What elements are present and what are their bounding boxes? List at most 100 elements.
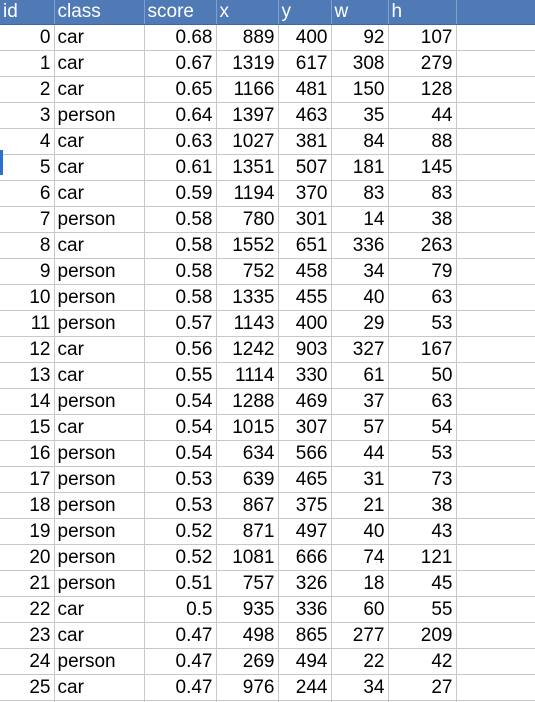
cell-x[interactable]: 1814 <box>216 700 279 702</box>
cell-id[interactable]: 3 <box>0 102 55 129</box>
cell-x[interactable]: 1194 <box>216 180 279 207</box>
cell-h[interactable]: 209 <box>388 622 457 649</box>
cell-empty[interactable] <box>456 466 535 493</box>
cell-id[interactable]: 25 <box>0 674 55 701</box>
cell-score[interactable]: 0.53 <box>144 466 217 493</box>
cell-class[interactable]: person <box>54 570 145 597</box>
cell-w[interactable]: 37 <box>331 388 389 415</box>
cell-h[interactable]: 167 <box>388 336 457 363</box>
cell-class[interactable]: car <box>54 24 145 51</box>
cell-id[interactable]: 22 <box>0 596 55 623</box>
table-row[interactable]: 9 person 0.58 752 458 34 79 <box>0 258 535 285</box>
header-empty[interactable] <box>456 0 535 25</box>
cell-h[interactable]: 73 <box>388 466 457 493</box>
cell-y[interactable]: 370 <box>278 180 332 207</box>
cell-empty[interactable] <box>456 596 535 623</box>
cell-h[interactable]: 50 <box>388 362 457 389</box>
cell-y[interactable]: 494 <box>278 648 332 675</box>
cell-score[interactable]: 0.67 <box>144 50 217 77</box>
cell-x[interactable]: 1081 <box>216 544 279 571</box>
cell-w[interactable]: 34 <box>331 258 389 285</box>
cell-score[interactable]: 0.54 <box>144 440 217 467</box>
cell-w[interactable]: 31 <box>331 466 389 493</box>
cell-x[interactable]: 1319 <box>216 50 279 77</box>
cell-score[interactable]: 0.65 <box>144 76 217 103</box>
cell-empty[interactable] <box>456 258 535 285</box>
cell-x[interactable]: 1335 <box>216 284 279 311</box>
cell-x[interactable]: 757 <box>216 570 279 597</box>
cell-score[interactable]: 0.56 <box>144 336 217 363</box>
cell-x[interactable]: 1027 <box>216 128 279 155</box>
cell-y[interactable]: 481 <box>278 76 332 103</box>
cell-w[interactable]: 34 <box>331 674 389 701</box>
table-row[interactable]: 19 person 0.52 871 497 40 43 <box>0 518 535 545</box>
header-x[interactable]: x <box>216 0 279 25</box>
cell-h[interactable]: 69 <box>388 700 457 702</box>
cell-y[interactable]: 507 <box>278 154 332 181</box>
cell-id[interactable]: 9 <box>0 258 55 285</box>
cell-score[interactable]: 0.58 <box>144 232 217 259</box>
table-row[interactable]: 17 person 0.53 639 465 31 73 <box>0 466 535 493</box>
cell-w[interactable]: 74 <box>331 544 389 571</box>
cell-class[interactable]: person <box>54 258 145 285</box>
cell-empty[interactable] <box>456 544 535 571</box>
header-class[interactable]: class <box>54 0 145 25</box>
table-row[interactable]: 15 car 0.54 1015 307 57 54 <box>0 414 535 441</box>
cell-class[interactable]: car <box>54 414 145 441</box>
cell-h[interactable]: 42 <box>388 648 457 675</box>
cell-class[interactable]: person <box>54 102 145 129</box>
table-row[interactable]: 1 car 0.67 1319 617 308 279 <box>0 50 535 77</box>
table-row[interactable]: 18 person 0.53 867 375 21 38 <box>0 492 535 519</box>
cell-score[interactable]: 0.54 <box>144 388 217 415</box>
cell-score[interactable]: 0.46 <box>144 700 217 702</box>
cell-y[interactable]: 651 <box>278 232 332 259</box>
cell-w[interactable]: 92 <box>331 24 389 51</box>
cell-y[interactable]: 617 <box>278 50 332 77</box>
cell-id[interactable]: 13 <box>0 362 55 389</box>
cell-y[interactable]: 375 <box>278 492 332 519</box>
cell-x[interactable]: 752 <box>216 258 279 285</box>
cell-id[interactable]: 16 <box>0 440 55 467</box>
table-row[interactable]: 26person0.4618143304869 <box>0 700 535 702</box>
cell-id[interactable]: 20 <box>0 544 55 571</box>
cell-id[interactable]: 19 <box>0 518 55 545</box>
cell-score[interactable]: 0.47 <box>144 648 217 675</box>
table-row[interactable]: 24 person 0.47 269 494 22 42 <box>0 648 535 675</box>
header-score[interactable]: score <box>144 0 217 25</box>
cell-y[interactable]: 469 <box>278 388 332 415</box>
cell-class[interactable]: person <box>54 518 145 545</box>
cell-w[interactable]: 336 <box>331 232 389 259</box>
cell-h[interactable]: 107 <box>388 24 457 51</box>
cell-empty[interactable] <box>456 102 535 129</box>
cell-h[interactable]: 79 <box>388 258 457 285</box>
cell-class[interactable]: car <box>54 674 145 701</box>
header-id[interactable]: id <box>0 0 55 25</box>
cell-x[interactable]: 1114 <box>216 362 279 389</box>
cell-class[interactable]: person <box>54 700 145 702</box>
cell-x[interactable]: 1143 <box>216 310 279 337</box>
cell-y[interactable]: 903 <box>278 336 332 363</box>
cell-y[interactable]: 326 <box>278 570 332 597</box>
cell-x[interactable]: 1166 <box>216 76 279 103</box>
cell-x[interactable]: 269 <box>216 648 279 675</box>
cell-score[interactable]: 0.58 <box>144 206 217 233</box>
cell-h[interactable]: 38 <box>388 492 457 519</box>
cell-empty[interactable] <box>456 154 535 181</box>
cell-y[interactable]: 497 <box>278 518 332 545</box>
cell-score[interactable]: 0.52 <box>144 544 217 571</box>
table-row[interactable]: 13 car 0.55 1114 330 61 50 <box>0 362 535 389</box>
cell-id[interactable]: 6 <box>0 180 55 207</box>
cell-class[interactable]: person <box>54 544 145 571</box>
cell-h[interactable]: 128 <box>388 76 457 103</box>
cell-score[interactable]: 0.64 <box>144 102 217 129</box>
cell-x[interactable]: 634 <box>216 440 279 467</box>
cell-score[interactable]: 0.68 <box>144 24 217 51</box>
cell-h[interactable]: 63 <box>388 388 457 415</box>
cell-h[interactable]: 88 <box>388 128 457 155</box>
cell-w[interactable]: 22 <box>331 648 389 675</box>
cell-w[interactable]: 48 <box>331 700 389 702</box>
cell-score[interactable]: 0.47 <box>144 622 217 649</box>
cell-id[interactable]: 11 <box>0 310 55 337</box>
cell-score[interactable]: 0.57 <box>144 310 217 337</box>
cell-class[interactable]: car <box>54 596 145 623</box>
